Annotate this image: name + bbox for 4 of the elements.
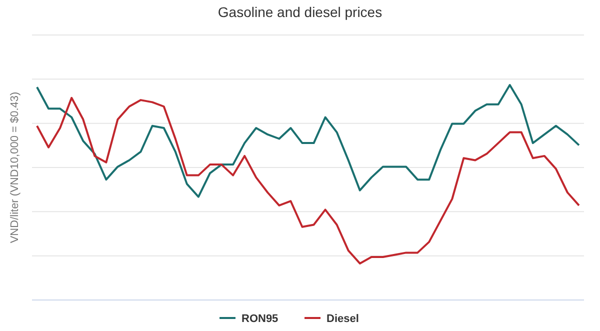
y-axis-title: VND/liter (VND10,000 = $0.43) bbox=[9, 92, 21, 244]
legend-label: Diesel bbox=[326, 313, 359, 325]
legend-label: RON95 bbox=[242, 313, 278, 325]
chart-title: Gasoline and diesel prices bbox=[218, 4, 382, 20]
